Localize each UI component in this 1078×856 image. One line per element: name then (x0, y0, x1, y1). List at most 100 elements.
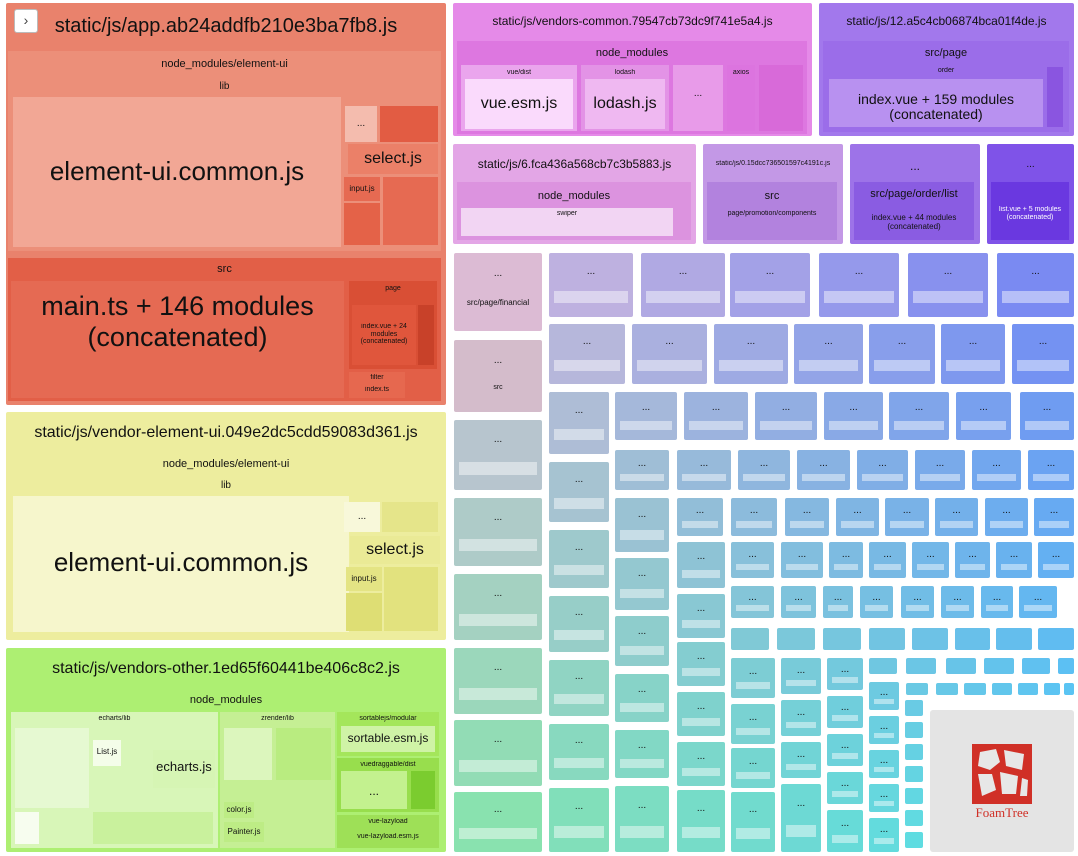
echarts-small-module[interactable] (15, 812, 39, 844)
vue-dist[interactable]: vue/dist vue.esm.js (461, 65, 577, 131)
module-tile[interactable] (1058, 658, 1074, 674)
module-tile[interactable]: ... (615, 786, 669, 852)
module-tile[interactable]: ... (781, 586, 816, 618)
module-tile[interactable]: ... (941, 586, 974, 618)
module-tile[interactable] (1022, 658, 1050, 674)
app-filter[interactable]: filter index.ts (349, 372, 405, 398)
module-tile[interactable]: ... (785, 498, 829, 536)
module-tile[interactable]: ... (827, 772, 863, 804)
app-select[interactable]: select.js (348, 144, 438, 174)
vue-esm[interactable]: vue.esm.js (465, 79, 573, 129)
module-tile[interactable]: ... (1028, 450, 1074, 490)
module-tile[interactable]: ... (677, 594, 725, 638)
app-input[interactable]: input.js (344, 177, 380, 201)
module-tile[interactable]: ... (889, 392, 949, 440)
module-tile[interactable] (823, 628, 861, 650)
module-tile[interactable]: ... (908, 253, 988, 317)
module-tile[interactable]: ... (997, 253, 1074, 317)
vendors-common-small[interactable]: ... (673, 65, 723, 131)
module-tile[interactable]: ... (677, 692, 725, 736)
module-tile[interactable]: ... (781, 658, 821, 694)
module-tile[interactable] (1018, 683, 1038, 695)
module-tile[interactable]: ... (454, 498, 542, 566)
module-tile[interactable]: ... (677, 742, 725, 786)
chunk-vendor-element-ui[interactable]: static/js/vendor-element-ui.049e2dc5cdd5… (6, 412, 446, 640)
financial-chunk[interactable]: ... src/page/financial (454, 253, 542, 331)
module-tile[interactable]: ... (615, 730, 669, 778)
module-tile[interactable]: ... (738, 450, 790, 490)
module-tile[interactable]: ... (901, 586, 934, 618)
module-tile[interactable]: ... (829, 542, 863, 578)
module-tile[interactable]: ... (1020, 392, 1074, 440)
module-tile[interactable]: ... (912, 542, 949, 578)
chunk-0[interactable]: static/js/0.15dcc736501597c4191c.js src … (703, 144, 843, 244)
chunk-12-small[interactable] (1047, 67, 1063, 127)
module-tile[interactable] (869, 628, 905, 650)
module-tile[interactable]: ... (549, 253, 633, 317)
module-tile[interactable] (964, 683, 986, 695)
module-tile[interactable] (905, 766, 923, 782)
module-tile[interactable]: ... (731, 658, 775, 698)
module-tile[interactable]: ... (915, 450, 965, 490)
module-tile[interactable]: ... (755, 392, 817, 440)
order-list-src[interactable]: src/page/order/list index.vue + 44 modul… (854, 182, 974, 240)
vuedraggable-module[interactable]: ... (341, 771, 407, 809)
module-tile[interactable]: ... (615, 674, 669, 722)
module-tile[interactable]: ... (632, 324, 707, 384)
sortablejs-modular[interactable]: sortablejs/modular sortable.esm.js (337, 712, 439, 756)
chunk-vendors-common[interactable]: static/js/vendors-common.79547cb73dc9f74… (453, 3, 812, 136)
module-tile[interactable]: ... (641, 253, 725, 317)
chunk-vendors-other[interactable]: static/js/vendors-other.1ed65f60441be406… (6, 648, 446, 852)
app-element-ui-common[interactable]: element-ui.common.js (13, 97, 341, 247)
app-small-module[interactable] (418, 305, 434, 365)
axios[interactable]: axios (727, 65, 755, 131)
module-tile[interactable]: ... (827, 810, 863, 852)
echarts-small-module[interactable] (15, 728, 89, 808)
app-node-modules[interactable]: node_modules/element-ui lib element-ui.c… (8, 51, 441, 251)
app-index-vue[interactable]: index.vue + 24 modules (concatenated) (352, 305, 416, 365)
module-tile[interactable]: ... (781, 742, 821, 778)
module-tile[interactable]: ... (823, 586, 853, 618)
sortable-esm[interactable]: sortable.esm.js (341, 726, 435, 752)
color-js[interactable]: color.js (224, 802, 254, 818)
app-src[interactable]: src main.ts + 146 modules (concatenated)… (8, 258, 441, 401)
module-tile[interactable]: ... (731, 704, 775, 744)
module-tile[interactable] (905, 832, 923, 848)
vendor-element-small-module[interactable] (384, 567, 438, 631)
app-small-module[interactable] (380, 106, 438, 142)
vendor-element-input[interactable]: input.js (346, 567, 382, 591)
module-tile[interactable]: ... (996, 542, 1032, 578)
app-small-module[interactable] (344, 203, 380, 245)
chunk-6-node-modules[interactable]: node_modules swiper (457, 182, 691, 240)
module-tile[interactable]: ... (454, 574, 542, 640)
module-tile[interactable]: ... (781, 784, 821, 852)
module-tile[interactable] (731, 628, 769, 650)
echarts-js[interactable]: echarts.js (153, 750, 215, 788)
list-js[interactable]: List.js (93, 740, 121, 766)
app-page[interactable]: page index.vue + 24 modules (concatenate… (349, 281, 437, 369)
zrender-lib[interactable]: zrender/lib color.js Painter.js (220, 712, 335, 848)
module-tile[interactable]: ... (454, 420, 542, 490)
module-tile[interactable]: ... (869, 750, 899, 778)
module-tile[interactable]: ... (1034, 498, 1074, 536)
module-tile[interactable] (905, 744, 923, 760)
list-vue-inner[interactable]: list.vue + 5 modules (concatenated) (991, 182, 1069, 240)
zrender-small-module[interactable] (224, 728, 272, 780)
lodash-js[interactable]: lodash.js (585, 79, 665, 129)
vendor-element-small-module[interactable]: ... (344, 502, 380, 532)
module-tile[interactable]: ... (941, 324, 1005, 384)
module-tile[interactable] (906, 683, 928, 695)
module-tile[interactable]: ... (615, 450, 669, 490)
module-tile[interactable]: ... (731, 586, 774, 618)
module-tile[interactable]: ... (549, 530, 609, 588)
module-tile[interactable]: ... (797, 450, 850, 490)
module-tile[interactable]: ... (731, 498, 777, 536)
module-tile[interactable] (936, 683, 958, 695)
list-vue-chunk[interactable]: ... list.vue + 5 modules (concatenated) (987, 144, 1074, 244)
module-tile[interactable]: ... (615, 498, 669, 552)
chunk-12-index-vue[interactable]: index.vue + 159 modules (concatenated) (829, 79, 1043, 127)
module-tile[interactable]: ... (819, 253, 899, 317)
module-tile[interactable]: ... (549, 788, 609, 852)
module-tile[interactable]: ... (836, 498, 879, 536)
module-tile[interactable]: ... (677, 498, 723, 536)
